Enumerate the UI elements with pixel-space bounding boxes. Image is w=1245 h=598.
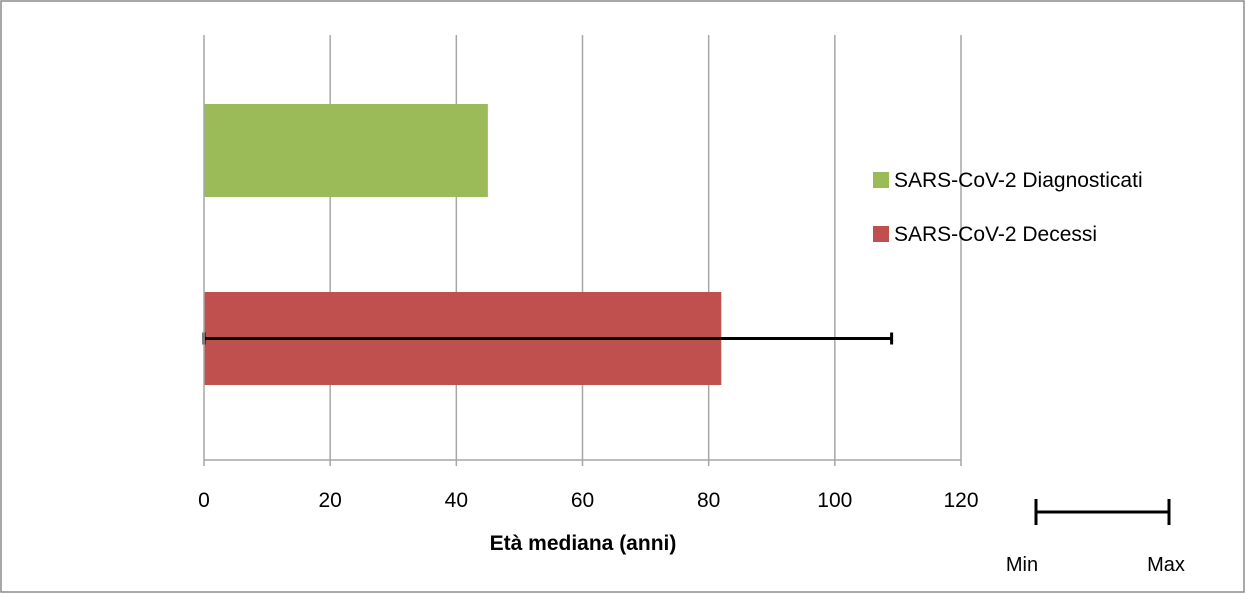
- legend-swatch-1: [873, 172, 889, 188]
- x-axis: [203, 35, 962, 466]
- error-bar-key: Min Max: [1006, 499, 1185, 576]
- x-tick-label-20: 20: [318, 489, 341, 512]
- x-tick-label-120: 120: [943, 489, 978, 512]
- bar-sars-cov-2-diagnosticati: [204, 104, 488, 197]
- legend-swatch-2: [873, 226, 889, 242]
- x-axis-title: Età mediana (anni): [490, 532, 677, 555]
- error-key-max-label: Max: [1147, 554, 1185, 576]
- x-tick-label-60: 60: [571, 489, 594, 512]
- x-tick-label-80: 80: [697, 489, 720, 512]
- legend-label-2: SARS-CoV-2 Decessi: [894, 223, 1097, 246]
- x-tick-label-100: 100: [817, 489, 852, 512]
- x-tick-label-0: 0: [198, 489, 210, 512]
- error-key-min-label: Min: [1006, 554, 1038, 576]
- legend: SARS-CoV-2 Diagnosticati SARS-CoV-2 Deces…: [873, 169, 1143, 246]
- legend-label-1: SARS-CoV-2 Diagnosticati: [894, 169, 1143, 192]
- x-tick-label-40: 40: [445, 489, 468, 512]
- x-tick-labels: 0 20 40 60 80 100 120: [198, 489, 978, 512]
